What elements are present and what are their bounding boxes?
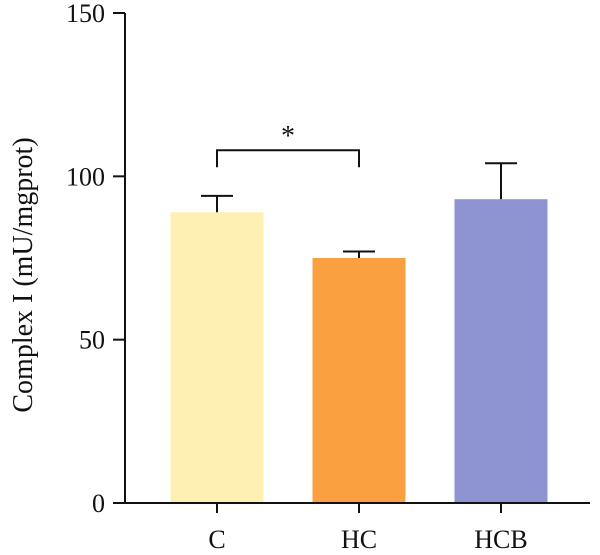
y-tick-label-0: 0: [92, 489, 105, 518]
bar-hc: [312, 258, 406, 503]
x-tick-label-c: C: [208, 525, 225, 554]
significance-marker-0: *: [281, 121, 295, 152]
x-tick-label-hc: HC: [341, 525, 377, 554]
y-tick-label-150: 150: [66, 0, 105, 28]
y-axis-label: Complex I (mU/mgprot): [8, 137, 39, 412]
bar-hcb: [454, 199, 548, 503]
significance-bracket-0: [216, 149, 360, 168]
x-tick-label-hcb: HCB: [474, 525, 527, 554]
y-tick-label-50: 50: [79, 326, 105, 355]
significance-layer: *: [216, 121, 360, 168]
axes-layer: C HC HCB 0 50 100 150: [66, 0, 590, 554]
bar-c: [170, 212, 264, 503]
error-bars-layer: [201, 162, 517, 258]
y-tick-label-100: 100: [66, 162, 105, 191]
bars-layer: [170, 199, 548, 503]
